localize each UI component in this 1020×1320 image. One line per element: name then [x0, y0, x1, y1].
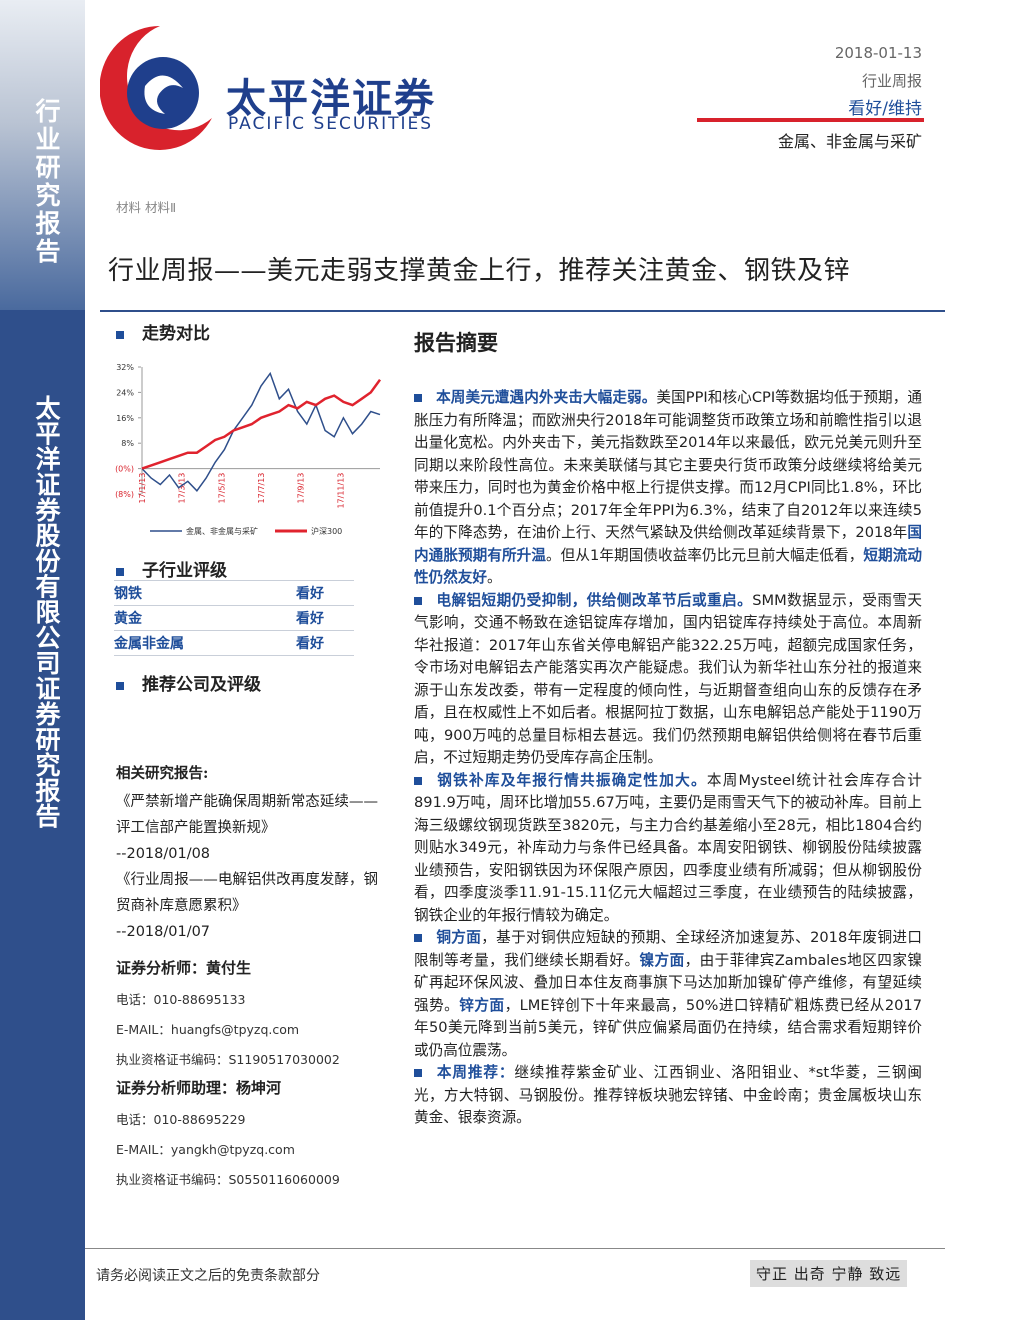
emphasis: 本周美元遭遇内外夹击大幅走弱。: [436, 389, 657, 406]
analyst-cert: 执业资格证书编码：S0550116060009: [116, 1172, 340, 1187]
rating-row: 金属非金属 看好: [114, 631, 354, 656]
y-tick-label: 32%: [116, 363, 134, 372]
series-line: [141, 371, 381, 492]
rating-row: 钢铁 看好: [114, 581, 354, 606]
analyst-email: E-MAIL：yangkh@tpyzq.com: [116, 1142, 295, 1157]
rating: 看好/维持: [848, 99, 922, 119]
emphasis: 钢铁补库及年报行情共振确定性加大。: [436, 771, 707, 789]
x-tick-label: 17/9/13: [297, 473, 306, 504]
section-heading: 推荐公司及评级: [116, 670, 261, 695]
sub-industry: 黄金: [114, 611, 142, 627]
logo: [100, 25, 212, 150]
sub-industry: 金属非金属: [114, 636, 184, 652]
emphasis: 锌方面: [459, 996, 505, 1014]
bullet: [414, 934, 422, 942]
category: 材料 材料Ⅱ: [116, 200, 177, 215]
text: 本周Mysteel统计社会库存合计891.9万吨，周环比增加55.67万吨，主要…: [414, 771, 922, 924]
footer-rule: [85, 1248, 945, 1249]
summary-paragraph: 钢铁补库及年报行情共振确定性加大。本周Mysteel统计社会库存合计891.9万…: [414, 770, 922, 928]
analyst-role: 证券分析师助理：杨坤河: [116, 1079, 282, 1097]
emphasis: 短期流动性仍然友好: [414, 546, 922, 587]
bullet: [414, 776, 422, 785]
y-tick-label: (0%): [115, 465, 134, 474]
summary-heading: 报告摘要: [414, 330, 498, 355]
bullet: [414, 596, 422, 605]
sidebar-label: 行业研究报告: [32, 98, 61, 266]
sidebar-top: [0, 0, 85, 310]
heading-text: 走势对比: [142, 324, 210, 344]
brand-cn: 太平洋证券: [226, 76, 436, 122]
trend-chart: 32% 24% 16% 8% (0%) (8%) 17/1/13 17/3/13 17/5/13…: [115, 363, 382, 536]
related-date: --2018/01/07: [116, 924, 211, 940]
text: ，LME锌创下十年来最高，50%进口锌精矿粗炼费已经从2017年50美元降到当前…: [414, 996, 922, 1059]
section-heading: 走势对比: [116, 319, 210, 344]
y-tick-label: 16%: [116, 414, 134, 423]
series-line: [141, 378, 382, 470]
disclaimer: 请务必阅读正文之后的免责条款部分: [96, 1268, 320, 1284]
ratings-table: 钢铁 看好 黄金 看好 金属非金属 看好: [114, 580, 354, 656]
text: ，基于对铜供应短缺的预期、全球经济加速复苏、2018年废铜进口限制等考量，我们继…: [414, 929, 922, 969]
x-tick-label: 17/11/13: [336, 473, 345, 509]
bullet: [414, 1069, 422, 1077]
related-reports: 相关研究报告: 《严禁新增产能确保周期新常态延续——评工信部产能置换新规》 --2…: [116, 762, 378, 945]
heading-text: 推荐公司及评级: [142, 675, 261, 695]
y-tick-label: 8%: [121, 439, 134, 448]
related-title: 《严禁新增产能确保周期新常态延续——评工信部产能置换新规》: [116, 794, 378, 836]
analyst-email: E-MAIL：huangfs@tpyzq.com: [116, 1022, 300, 1037]
title-rule: [100, 310, 945, 312]
analyst-cert: 执业资格证书编码：S1190517030002: [116, 1052, 340, 1067]
emphasis: 电解铝短期仍受抑制，供给侧改革节后或重启。: [436, 591, 753, 609]
text: 继续推荐紫金矿业、江西铜业、洛阳钼业、*st华菱，三钢闽光，方大特钢、马钢股份。…: [414, 1064, 922, 1126]
summary-paragraph: 本周推荐：继续推荐紫金矿业、江西铜业、洛阳钼业、*st华菱，三钢闽光，方大特钢、…: [414, 1062, 922, 1130]
rating-value: 看好: [296, 586, 324, 602]
emphasis: 镍方面: [639, 951, 685, 969]
sidebar-bottom: [0, 310, 85, 1320]
rating-value: 看好: [296, 611, 324, 627]
x-tick-label: 17/1/13: [138, 473, 147, 504]
rating-value: 看好: [296, 636, 324, 652]
summary-paragraph: 铜方面，基于对铜供应短缺的预期、全球经济加速复苏、2018年废铜进口限制等考量，…: [414, 927, 922, 1062]
date: 2018-01-13: [834, 44, 922, 62]
industry: 金属、非金属与采矿: [777, 132, 922, 151]
text: 。: [486, 569, 502, 586]
analysts: 证券分析师：黄付生 电话：010-88695133 E-MAIL：huangfs@t…: [116, 955, 386, 1195]
text: 美国PPI和核心CPI等数据均低于预期，通胀压力有所降温；而欧洲央行2018年可…: [414, 389, 922, 541]
x-tick-label: 17/7/13: [257, 473, 266, 504]
legend-label: 金属、非金属与采矿: [186, 526, 258, 536]
text: 。但从1年期国债收益率仍比元旦前大幅走低看，: [546, 546, 864, 564]
rating-row: 黄金 看好: [114, 606, 354, 631]
emphasis: 铜方面: [436, 929, 482, 946]
related-heading: 相关研究报告:: [116, 765, 209, 782]
text: SMM数据显示，受雨雪天气影响，交通不畅致在途铝锭库存增加，国内铝锭库存持续处于…: [414, 591, 922, 767]
x-tick-label: 17/5/13: [217, 473, 226, 504]
related-date: --2018/01/08: [116, 846, 211, 862]
motto: 守正 出奇 宁静 致远: [750, 1260, 908, 1287]
related-title: 《行业周报——电解铝供改再度发酵，钢贸商补库意愿累积》: [116, 872, 378, 914]
heading-text: 子行业评级: [142, 561, 227, 581]
emphasis: 本周推荐：: [436, 1064, 515, 1081]
analyst-role: 证券分析师：黄付生: [116, 959, 252, 977]
y-tick-label: (8%): [115, 490, 134, 499]
analyst-phone: 电话：010-88695229: [116, 1112, 246, 1127]
report-title: 行业周报——美元走弱支撑黄金上行，推荐关注黄金、钢铁及锌: [108, 256, 851, 286]
report-type: 行业周报: [861, 72, 922, 90]
sidebar-company: 太平洋证券股份有限公司证券研究报告: [32, 395, 61, 829]
summary-paragraph: 本周美元遭遇内外夹击大幅走弱。美国PPI和核心CPI等数据均低于预期，通胀压力有…: [414, 387, 922, 590]
x-tick-label: 17/3/13: [178, 473, 187, 504]
rating-rule: [697, 118, 924, 122]
summary: 本周美元遭遇内外夹击大幅走弱。美国PPI和核心CPI等数据均低于预期，通胀压力有…: [414, 387, 922, 1130]
summary-paragraph: 电解铝短期仍受抑制，供给侧改革节后或重启。SMM数据显示，受雨雪天气影响，交通不…: [414, 590, 922, 770]
sub-industry: 钢铁: [114, 586, 142, 602]
analyst-phone: 电话：010-88695133: [116, 992, 246, 1007]
brand-en: PACIFIC SECURITIES: [228, 114, 434, 134]
bullet: [414, 394, 422, 402]
text: ，由于菲律宾Zambales地区四家镍矿再起环保风波、叠加日本住友商事旗下马达加…: [414, 951, 922, 1014]
section-heading: 子行业评级: [116, 556, 227, 581]
legend-label: 沪深300: [311, 526, 342, 536]
emphasis: 国内通胀预期有所升温: [414, 524, 922, 564]
y-tick-label: 24%: [116, 388, 134, 397]
